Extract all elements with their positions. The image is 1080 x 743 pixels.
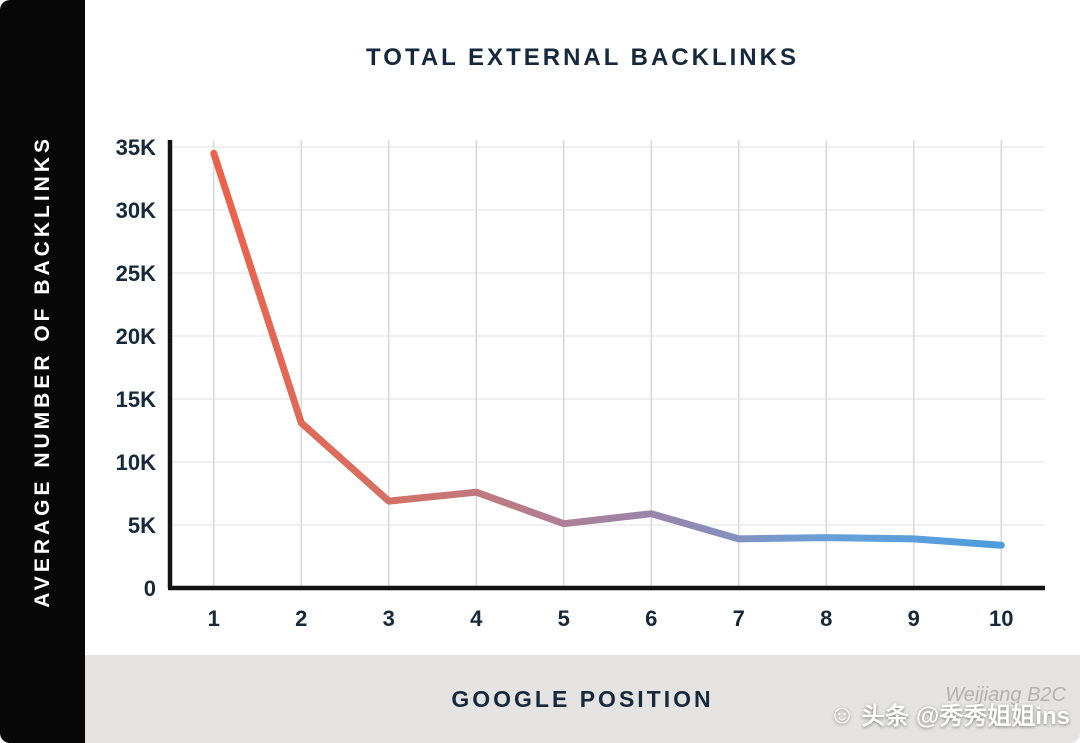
- y-axis-title: AVERAGE NUMBER OF BACKLINKS: [30, 135, 54, 608]
- y-tick-label: 35K: [116, 135, 156, 160]
- x-axis-title-bar: GOOGLE POSITION: [85, 655, 1080, 743]
- y-tick-label: 20K: [116, 324, 156, 349]
- x-tick-label: 1: [208, 606, 220, 631]
- y-tick-label: 15K: [116, 387, 156, 412]
- backlinks-line: [210, 149, 1005, 549]
- x-tick-label: 8: [820, 606, 832, 631]
- x-tick-label: 2: [295, 606, 307, 631]
- line-chart: 35K 30K 25K 20K 15K 10K 5K 0 1 2 3 4 5 6 7 8 9 10: [116, 135, 1045, 631]
- y-tick-label: 10K: [116, 450, 156, 475]
- watermark-ghost-text: Weijiang B2C: [945, 684, 1066, 706]
- y-axis-title-bar: AVERAGE NUMBER OF BACKLINKS: [0, 0, 85, 743]
- x-tick-label: 9: [908, 606, 920, 631]
- x-tick-label: 6: [645, 606, 657, 631]
- smiley-face-icon: ☺: [828, 698, 856, 729]
- x-tick-label: 4: [470, 606, 483, 631]
- x-axis-title: GOOGLE POSITION: [451, 685, 714, 712]
- y-tick-label: 25K: [116, 261, 156, 286]
- x-tick-label: 5: [558, 606, 570, 631]
- watermark-text: 头条 @秀秀姐姐ins: [861, 703, 1070, 730]
- x-tick-label: 3: [383, 606, 395, 631]
- y-tick-label: 5K: [128, 513, 156, 538]
- y-tick-label: 30K: [116, 198, 156, 223]
- y-tick-label: 0: [144, 576, 156, 601]
- x-tick-label: 7: [733, 606, 745, 631]
- chart-title: TOTAL EXTERNAL BACKLINKS: [366, 44, 799, 71]
- x-tick-label: 10: [989, 606, 1013, 631]
- watermark: Weijiang B2C ☺ 头条 @秀秀姐姐ins: [829, 684, 1070, 731]
- watermark-main: ☺ 头条 @秀秀姐姐ins: [829, 696, 1070, 731]
